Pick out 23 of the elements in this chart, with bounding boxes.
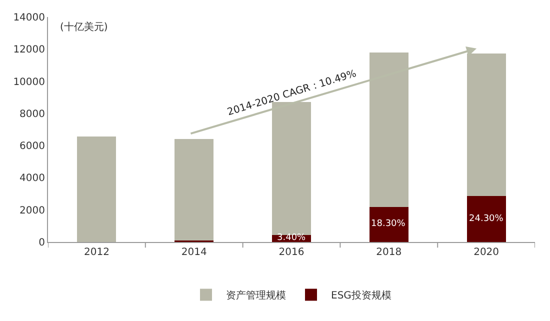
x-tick-label: 2016 bbox=[278, 247, 304, 258]
y-tick-label: 12000 bbox=[13, 44, 45, 56]
y-tick-label: 8000 bbox=[20, 108, 45, 120]
y-axis-title: (十亿美元) bbox=[60, 21, 108, 33]
bar bbox=[466, 196, 506, 242]
x-tick-label: 2018 bbox=[376, 247, 402, 258]
y-tick-label: 14000 bbox=[13, 12, 45, 24]
bar bbox=[174, 138, 214, 241]
y-tick-label: 10000 bbox=[13, 76, 45, 88]
legend-label: 资产管理规模 bbox=[226, 290, 286, 302]
annotation: 18.30% bbox=[371, 219, 406, 229]
annotation: 24.30% bbox=[469, 214, 504, 224]
y-tick-label: 4000 bbox=[20, 173, 45, 184]
annotation: 3.40% bbox=[277, 233, 306, 243]
x-tick-label: 2014 bbox=[181, 247, 207, 258]
bar bbox=[77, 136, 116, 242]
bar bbox=[369, 206, 408, 242]
legend-label: ESG投资规模 bbox=[331, 290, 392, 302]
y-tick-label: 6000 bbox=[20, 141, 45, 152]
x-tick-label: 2020 bbox=[474, 247, 500, 258]
y-tick-label: 2000 bbox=[20, 205, 45, 216]
y-tick-label: 0 bbox=[38, 238, 45, 248]
x-tick-label: 2012 bbox=[84, 247, 110, 258]
